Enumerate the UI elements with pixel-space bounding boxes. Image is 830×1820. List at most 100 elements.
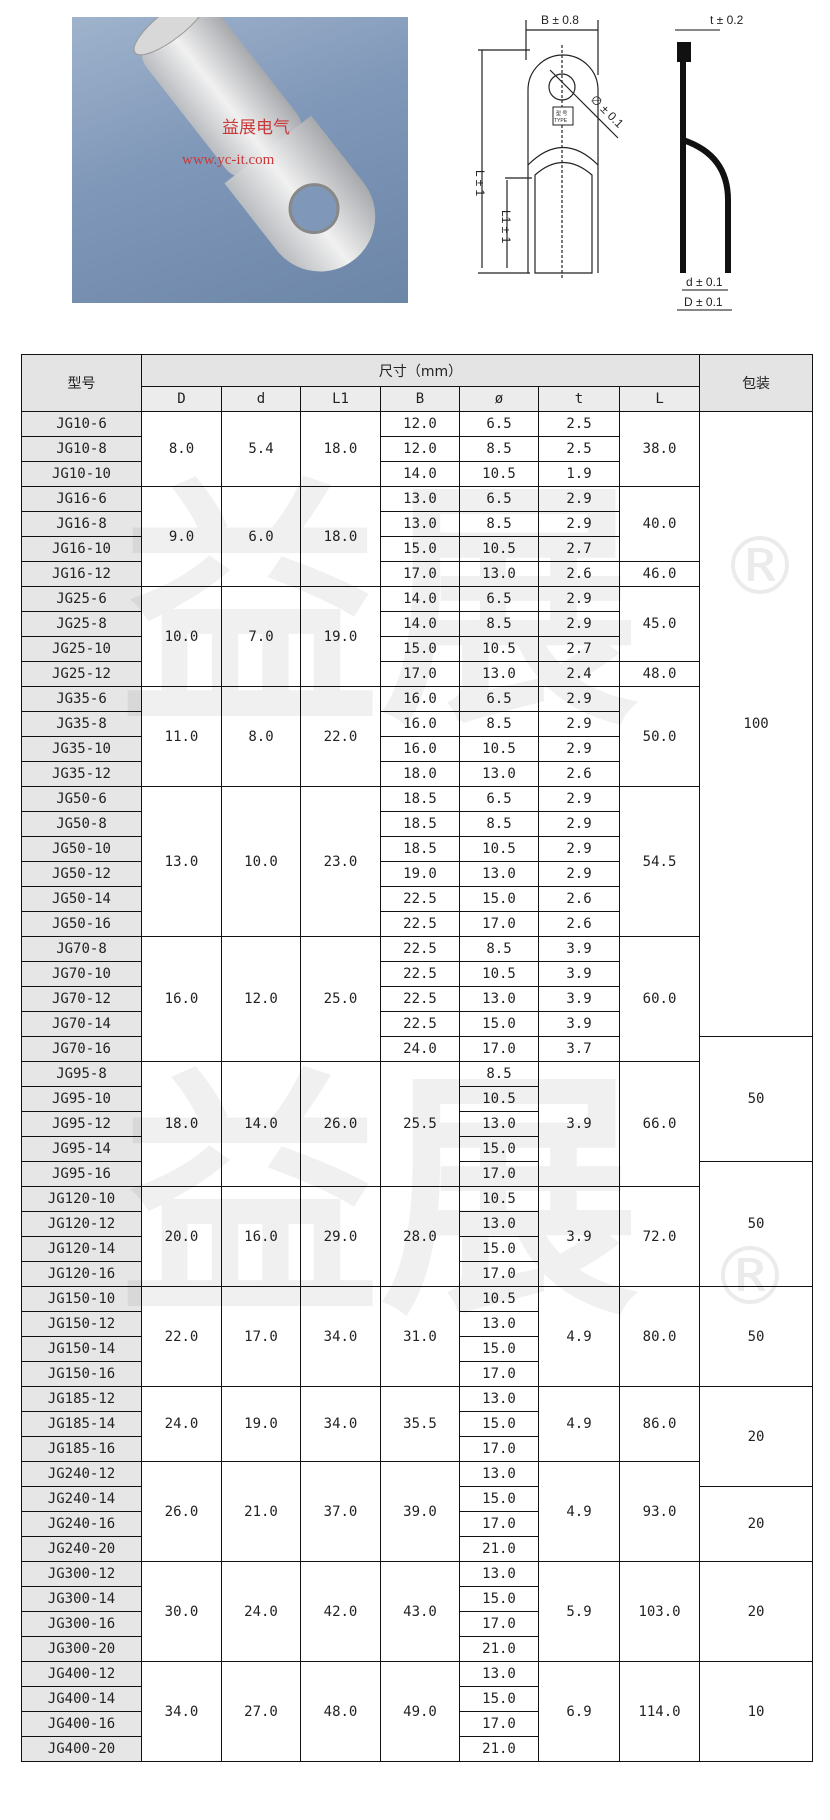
cell-t: 2.6 [538,761,620,787]
model-cell: JG185-12 [21,1386,142,1412]
cell-phi: 6.5 [459,686,539,712]
cell-B: 13.0 [380,511,460,537]
cell-phi: 6.5 [459,786,539,812]
model-cell: JG16-10 [21,536,142,562]
model-cell: JG25-12 [21,661,142,687]
model-cell: JG10-10 [21,461,142,487]
cell-t: 2.9 [538,861,620,887]
model-cell: JG150-12 [21,1311,142,1337]
model-cell: JG70-16 [21,1036,142,1062]
cell-phi: 13.0 [459,861,539,887]
cell-L1: 18.0 [300,486,381,587]
table-row: JG185-16 17.0 [21,1436,813,1462]
model-cell: JG50-12 [21,861,142,887]
cell-phi: 10.5 [459,961,539,987]
header-col-1: d [221,386,301,412]
cell-t: 2.7 [538,636,620,662]
cell-L1: 42.0 [300,1561,381,1662]
cell-L: 72.0 [618,1186,701,1287]
cell-B: 31.0 [380,1286,460,1387]
cell-phi: 17.0 [459,1261,539,1287]
cell-phi: 13.0 [459,1111,539,1137]
model-cell: JG185-16 [21,1436,142,1462]
cell-L: 40.0 [618,486,701,562]
cell-phi: 17.0 [459,1436,539,1462]
cell-phi: 10.5 [459,1286,539,1312]
model-cell: JG120-16 [21,1261,142,1287]
table-row: JG50-14 22.5 15.0 2.6 [21,886,813,912]
cell-L: 93.0 [618,1461,701,1562]
table-row: JG16-10 15.0 10.5 2.7 [21,536,813,562]
model-cell: JG300-14 [21,1586,142,1612]
cell-phi: 15.0 [459,886,539,912]
cell-phi: 15.0 [459,1586,539,1612]
cell-d: 21.0 [221,1461,301,1562]
cell-phi: 13.0 [459,986,539,1012]
model-cell: JG35-10 [21,736,142,762]
table-row: JG50-12 19.0 13.0 2.9 [21,861,813,887]
cell-B: 39.0 [380,1461,460,1562]
cell-D: 22.0 [141,1286,222,1387]
model-cell: JG25-10 [21,636,142,662]
table-row: JG70-14 22.5 15.0 3.9 [21,1011,813,1037]
cell-phi: 15.0 [459,1336,539,1362]
cell-D: 30.0 [141,1561,222,1662]
cell-B: 12.0 [380,411,460,437]
cell-B: 22.5 [380,986,460,1012]
model-cell: JG70-10 [21,961,142,987]
cell-L: 86.0 [618,1386,701,1462]
cell-d: 7.0 [221,586,301,687]
cell-t: 3.9 [538,961,620,987]
cell-d: 8.0 [221,686,301,787]
cell-B: 22.5 [380,886,460,912]
cell-L: 48.0 [618,661,701,687]
cell-phi: 10.5 [459,636,539,662]
label-l: L ± 1 [473,170,487,196]
cell-B: 17.0 [380,561,460,587]
cell-D: 20.0 [141,1186,222,1287]
cell-phi: 21.0 [459,1536,539,1562]
cell-packaging: 50 [699,1286,814,1387]
cell-t: 5.9 [538,1561,620,1662]
table-row: JG120-14 15.0 [21,1236,813,1262]
cell-t: 4.9 [538,1386,620,1462]
table-row: JG35-6 11.0 8.0 22.0 16.0 6.5 2.9 50.0 [21,686,813,787]
cell-t: 4.9 [538,1461,620,1562]
cell-phi: 17.0 [459,1361,539,1387]
cell-L: 38.0 [618,411,701,487]
table-row: JG300-16 17.0 [21,1611,813,1637]
cell-B: 16.0 [380,736,460,762]
cell-t: 2.9 [538,786,620,812]
cell-B: 28.0 [380,1186,460,1287]
header-col-5: t [538,386,620,412]
cell-phi: 17.0 [459,1511,539,1537]
cell-t: 2.4 [538,661,620,687]
cell-t: 3.9 [538,1061,620,1187]
cell-phi: 17.0 [459,1161,539,1187]
cell-d: 12.0 [221,936,301,1062]
cell-t: 3.9 [538,936,620,962]
table-row: JG10-8 12.0 8.5 2.5 [21,436,813,462]
header-col-3: B [380,386,460,412]
header-col-2: L1 [300,386,381,412]
cell-t: 2.9 [538,711,620,737]
model-cell: JG150-10 [21,1286,142,1312]
cell-t: 2.6 [538,886,620,912]
model-cell: JG300-16 [21,1611,142,1637]
table-row: JG95-12 13.0 [21,1111,813,1137]
table-row: JG70-8 16.0 12.0 25.0 22.5 8.5 3.9 60.0 [21,936,813,1062]
header-col-4: ø [459,386,539,412]
cell-D: 9.0 [141,486,222,587]
brand-watermark-text: 益展电气 [222,118,290,138]
cell-packaging: 20 [699,1486,814,1562]
cell-B: 14.0 [380,586,460,612]
model-cell: JG16-6 [21,486,142,512]
cell-phi: 15.0 [459,1686,539,1712]
cell-B: 24.0 [380,1036,460,1062]
cell-phi: 13.0 [459,1461,539,1487]
cell-B: 49.0 [380,1661,460,1762]
table-row: JG70-16 24.0 17.0 3.7 50 [21,1036,814,1162]
header-dimensions: 尺寸（mm） [140,354,701,387]
cell-B: 16.0 [380,711,460,737]
table-row: JG16-8 13.0 8.5 2.9 [21,511,813,537]
